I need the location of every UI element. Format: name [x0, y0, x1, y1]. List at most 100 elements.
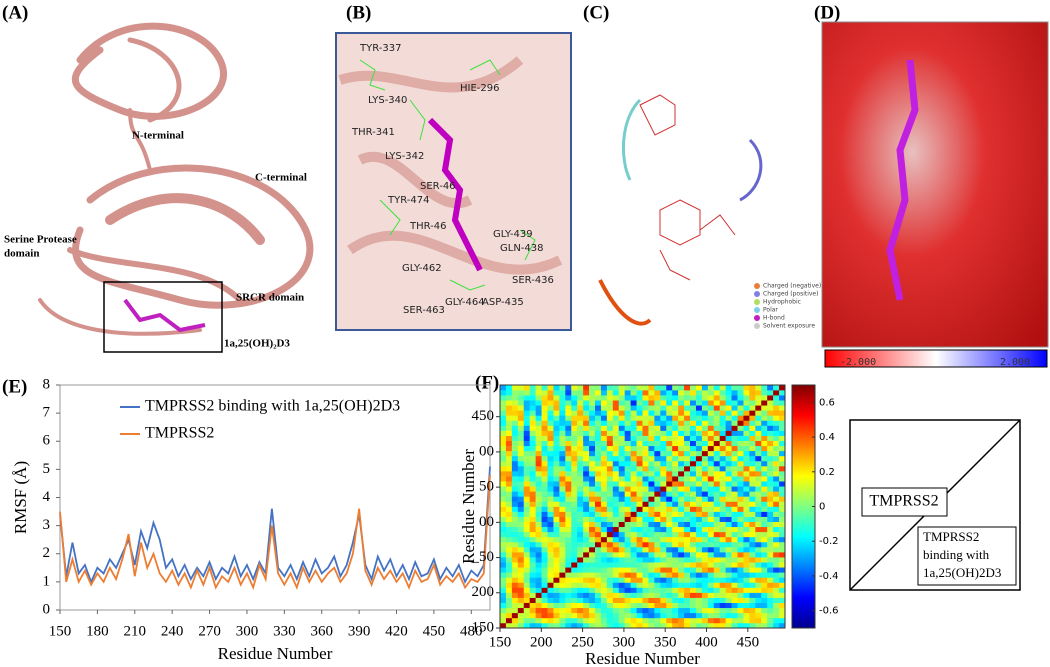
heatmap-cell	[672, 460, 679, 467]
heatmap-cell	[761, 455, 768, 462]
heatmap-cell	[571, 526, 578, 533]
heatmap-cell	[577, 385, 584, 391]
heatmap-cell	[624, 607, 631, 614]
heatmap-cell	[755, 521, 762, 528]
heatmap-cell	[725, 501, 732, 507]
heatmap-cell	[725, 496, 732, 502]
heatmap-cell	[731, 395, 738, 401]
heatmap-cell	[684, 405, 691, 411]
heatmap-cell	[565, 445, 572, 452]
heatmap-cell	[678, 430, 685, 436]
heatmap-cell	[630, 435, 637, 441]
heatmap-cell	[642, 395, 649, 401]
heatmap-cell	[529, 395, 536, 401]
heatmap-cell	[529, 597, 536, 603]
heatmap-cell	[589, 521, 596, 528]
heatmap-cell	[624, 445, 631, 452]
annotation: 1a,25(OH)₂D3	[224, 338, 290, 350]
heatmap-cell	[535, 390, 542, 396]
heatmap-cell	[559, 410, 566, 416]
heatmap-cell	[547, 612, 554, 619]
heatmap-cell	[678, 597, 685, 603]
heatmap-cell	[761, 445, 768, 452]
heatmap-cell	[511, 516, 519, 522]
heatmap-cell	[529, 415, 536, 421]
heatmap-cell	[773, 592, 780, 598]
heatmap-cell	[612, 516, 620, 522]
heatmap-cell	[583, 466, 590, 472]
heatmap-cell	[701, 547, 709, 553]
heatmap-cell	[547, 466, 554, 472]
heatmap-cell	[713, 400, 720, 406]
heatmap-cell	[523, 521, 530, 528]
heatmap-cell	[589, 476, 596, 482]
heatmap-cell	[589, 617, 596, 624]
heatmap-cell	[571, 460, 578, 467]
heatmap-cell	[630, 526, 637, 533]
heatmap-cell	[773, 597, 780, 603]
heatmap-cell	[624, 547, 631, 553]
heatmap-cell	[767, 435, 774, 441]
x-tick-label: 180	[86, 623, 109, 639]
heatmap-cell	[547, 597, 554, 603]
label-box	[861, 487, 948, 517]
heatmap-cell	[612, 481, 620, 487]
heatmap-cell	[547, 557, 554, 563]
heatmap-cell	[529, 617, 536, 624]
heatmap-cell	[547, 415, 554, 421]
heatmap-cell	[731, 617, 738, 624]
heatmap-cell	[755, 577, 762, 583]
heatmap-cell	[517, 511, 525, 517]
heatmap-cell	[725, 420, 732, 426]
heatmap-cell	[500, 552, 507, 558]
heatmap-cell	[541, 562, 548, 568]
heatmap-cell	[749, 435, 756, 441]
heatmap-cell	[618, 562, 625, 568]
heatmap-cell	[725, 622, 732, 629]
heatmap-cell	[618, 526, 625, 533]
heatmap-cell	[642, 405, 649, 411]
heatmap-cell	[636, 425, 643, 431]
heatmap-cell	[642, 511, 649, 517]
heatmap-cell	[719, 395, 726, 401]
heatmap-cell	[583, 385, 590, 391]
heatmap-cell	[773, 425, 780, 431]
heatmap-cell	[755, 400, 762, 406]
heatmap-cell	[713, 425, 720, 431]
heatmap-cell	[743, 466, 750, 472]
heatmap-cell	[779, 455, 786, 462]
heatmap-cell	[660, 577, 667, 583]
heatmap-cell	[695, 481, 703, 487]
colorbar	[824, 349, 1048, 368]
heatmap-cell	[547, 577, 554, 583]
heatmap-cell	[553, 547, 560, 553]
heatmap-cell	[547, 425, 554, 431]
heatmap-cell	[511, 415, 519, 421]
heatmap-cell	[713, 552, 720, 558]
heatmap-cell	[707, 557, 715, 563]
heatmap-cell	[684, 491, 691, 497]
heatmap-cell	[725, 582, 732, 588]
heatmap-cell	[779, 526, 786, 533]
heatmap-cell	[600, 471, 608, 477]
heatmap-cell	[690, 597, 697, 603]
heatmap-cell	[695, 410, 703, 416]
heatmap-cell	[707, 592, 715, 598]
heatmap-cell	[511, 526, 519, 533]
heatmap-cell	[690, 390, 697, 396]
heatmap-cell	[600, 521, 608, 528]
heatmap-cell	[672, 587, 679, 593]
heatmap-cell	[547, 552, 554, 558]
heatmap-cell	[505, 420, 513, 426]
heatmap-cell	[678, 602, 685, 609]
heatmap-cell	[684, 466, 691, 472]
heatmap-cell	[761, 602, 768, 609]
heatmap-cell	[606, 582, 614, 588]
heatmap-cell	[547, 536, 554, 543]
heatmap-cell	[630, 521, 637, 528]
heatmap-cell	[559, 425, 566, 431]
heatmap-cell	[648, 501, 655, 507]
heatmap-cell	[672, 405, 679, 411]
heatmap-cell	[642, 455, 649, 462]
residue-label: TYR-337	[359, 43, 401, 54]
